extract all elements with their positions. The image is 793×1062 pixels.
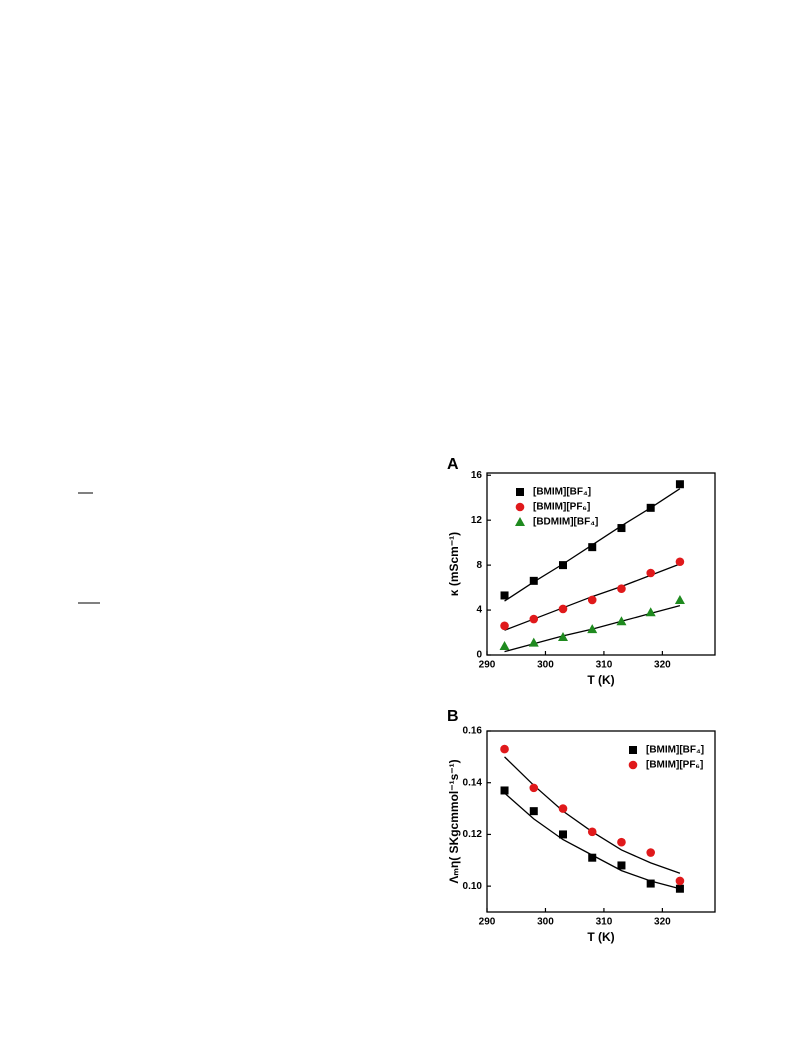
marker: [558, 632, 568, 642]
marker: [675, 557, 685, 567]
y-tick-label: 8: [476, 560, 482, 571]
marker: [675, 480, 684, 489]
x-axis-label: T (K): [587, 930, 614, 944]
legend-marker: [515, 517, 525, 526]
x-tick-label: 310: [596, 917, 613, 928]
x-tick-label: 290: [479, 660, 496, 671]
marker: [675, 876, 685, 886]
marker: [587, 624, 598, 634]
marker: [500, 591, 509, 600]
legend-marker: [628, 760, 638, 770]
legend-label: [BMIM][PF₆]: [533, 502, 590, 513]
marker: [587, 595, 597, 605]
marker: [559, 830, 567, 839]
legend-marker: [516, 488, 524, 496]
marker: [617, 584, 626, 594]
panel-label: B: [447, 708, 459, 725]
marker: [559, 561, 567, 570]
marker: [500, 621, 509, 631]
x-tick-label: 320: [654, 660, 671, 671]
marker: [646, 503, 655, 512]
marker: [617, 837, 626, 847]
marker: [646, 568, 655, 578]
marker: [529, 576, 538, 585]
x-tick-label: 310: [596, 660, 613, 671]
marker: [674, 594, 685, 604]
y-tick-label: 12: [471, 515, 483, 526]
x-tick-label: 300: [537, 917, 554, 928]
y-tick-label: 0: [476, 650, 482, 661]
marker: [646, 879, 655, 888]
marker: [617, 861, 626, 870]
legend-label: [BMIM][BF₄]: [533, 487, 591, 498]
y-tick-label: 4: [476, 605, 482, 616]
legend-label: [BMIM][BF₄]: [646, 745, 704, 756]
marker: [646, 848, 655, 857]
legend-label: [BMIM][PF₆]: [646, 760, 703, 771]
marker: [500, 786, 509, 795]
marker: [529, 783, 539, 793]
y-axis-label: κ (mScm⁻¹): [447, 532, 461, 596]
panel-label: A: [447, 456, 459, 473]
x-tick-label: 320: [654, 917, 671, 928]
x-tick-label: 290: [479, 917, 496, 928]
marker: [675, 884, 684, 893]
marker: [529, 614, 539, 624]
plot-frame: [486, 472, 716, 656]
marker: [529, 807, 538, 816]
y-axis-label: Λₘη( SKgcmmol⁻¹s⁻¹): [447, 759, 461, 883]
marker: [500, 744, 509, 754]
plot-frame: [486, 730, 716, 913]
marker: [558, 604, 568, 614]
legend-marker: [629, 746, 637, 754]
x-tick-label: 300: [537, 660, 554, 671]
marker: [588, 853, 597, 862]
marker: [528, 637, 539, 647]
marker: [499, 641, 510, 651]
marker: [588, 543, 597, 552]
marker: [616, 616, 627, 626]
marker: [587, 827, 597, 837]
marker: [645, 607, 656, 617]
legend-label: [BDMIM][BF₄]: [533, 517, 598, 528]
y-tick-label: 0.14: [463, 777, 483, 788]
marker: [558, 804, 568, 813]
legend-marker: [515, 502, 525, 512]
marker: [617, 524, 626, 533]
x-axis-label: T (K): [587, 673, 614, 687]
y-tick-label: 0.10: [463, 881, 483, 892]
y-tick-label: 0.12: [463, 829, 483, 840]
y-tick-label: 16: [471, 470, 483, 481]
y-tick-label: 0.16: [463, 726, 483, 737]
